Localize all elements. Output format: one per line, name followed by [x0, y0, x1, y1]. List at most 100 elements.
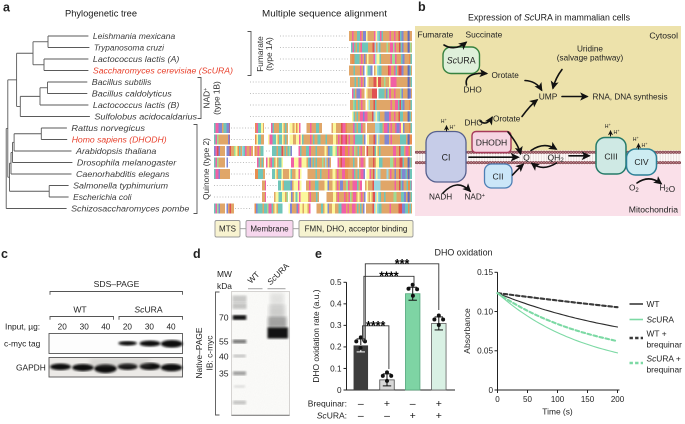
svg-text:Schizosaccharomyces pombe: Schizosaccharomyces pombe [71, 204, 189, 214]
svg-text:0.2: 0.2 [330, 343, 342, 352]
svg-text:70: 70 [219, 313, 229, 323]
svg-text:Membrane: Membrane [250, 224, 289, 233]
svg-text:CIII: CIII [604, 152, 617, 162]
svg-text:ScURA +: ScURA + [647, 354, 681, 364]
svg-text:Q: Q [523, 153, 530, 163]
svg-text:Saccharomyces cerevisiae (ScUR: Saccharomyces cerevisiae (ScURA) [93, 66, 233, 76]
svg-text:CII: CII [493, 172, 504, 182]
svg-text:Fumarate: Fumarate [418, 30, 454, 40]
svg-text:WT: WT [73, 305, 87, 315]
svg-text:WT: WT [647, 299, 660, 309]
svg-text:c: c [1, 247, 8, 261]
svg-text:NADH: NADH [429, 193, 452, 202]
svg-text:(type 1B): (type 1B) [212, 81, 222, 115]
svg-text:DHO: DHO [464, 86, 482, 95]
svg-text:55: 55 [219, 337, 229, 347]
svg-text:UMP: UMP [539, 92, 558, 102]
svg-text:ScURA: ScURA [447, 56, 476, 66]
svg-text:30: 30 [145, 323, 155, 332]
svg-text:Native–PAGE: Native–PAGE [194, 327, 204, 378]
svg-text:Salmonella typhimurium: Salmonella typhimurium [73, 181, 168, 191]
svg-text:Lactococcus lactis (B): Lactococcus lactis (B) [93, 100, 180, 110]
svg-text:0: 0 [337, 386, 342, 395]
svg-text:Uridine: Uridine [577, 45, 603, 54]
svg-text:Expression of ScURA in mammali: Expression of ScURA in mammalian cells [468, 13, 631, 23]
svg-text:brequinar: brequinar [647, 365, 683, 375]
svg-text:Leishmania mexicana: Leishmania mexicana [93, 31, 175, 41]
svg-text:***: *** [395, 257, 410, 271]
svg-text:0.15: 0.15 [477, 268, 493, 277]
svg-text:Bacillus caldolyticus: Bacillus caldolyticus [92, 89, 173, 99]
svg-text:Lactococcus lactis (A): Lactococcus lactis (A) [93, 54, 180, 64]
svg-text:150: 150 [581, 395, 595, 404]
svg-text:–: – [384, 410, 390, 419]
svg-text:GAPDH: GAPDH [16, 363, 46, 373]
svg-text:Homo sapiens (DHODH): Homo sapiens (DHODH) [72, 135, 167, 145]
svg-text:20: 20 [58, 323, 68, 332]
svg-text:Brequinar:: Brequinar: [308, 398, 347, 408]
svg-text:0.10: 0.10 [477, 307, 493, 316]
svg-text:20: 20 [123, 323, 133, 332]
svg-text:+: + [436, 410, 442, 419]
svg-text:IB: c-myc: IB: c-myc [205, 336, 215, 371]
svg-text:Cytosol: Cytosol [649, 31, 678, 41]
svg-text:+: + [436, 398, 442, 410]
svg-text:Sulfolobus acidocaldarius: Sulfolobus acidocaldarius [94, 112, 197, 122]
svg-text:50: 50 [523, 395, 532, 404]
svg-text:e: e [315, 247, 322, 261]
svg-text:Multiple sequence alignment: Multiple sequence alignment [262, 9, 388, 19]
svg-text:–: – [358, 398, 364, 410]
svg-text:ScURA: ScURA [134, 305, 162, 315]
svg-text:Orotate: Orotate [493, 115, 521, 124]
svg-text:0.3: 0.3 [330, 321, 342, 330]
svg-text:0: 0 [495, 395, 500, 404]
svg-text:Trypanosoma cruzi: Trypanosoma cruzi [94, 43, 165, 53]
svg-text:35: 35 [219, 369, 229, 379]
svg-text:Drosophila melanogaster: Drosophila melanogaster [77, 158, 177, 168]
svg-text:+: + [384, 398, 390, 410]
svg-text:CIV: CIV [634, 157, 649, 167]
svg-text:****: **** [366, 319, 386, 333]
svg-text:RNA, DNA synthesis: RNA, DNA synthesis [593, 93, 668, 102]
svg-text:+: + [410, 410, 416, 419]
svg-text:Phylogenetic tree: Phylogenetic tree [65, 9, 137, 19]
svg-text:kDa: kDa [217, 281, 232, 291]
svg-text:0.5: 0.5 [330, 278, 342, 287]
svg-text:d: d [193, 247, 201, 261]
svg-text:****: **** [379, 269, 399, 283]
svg-text:30: 30 [80, 323, 90, 332]
svg-text:a: a [3, 1, 11, 15]
svg-text:FMN, DHO, acceptor binding: FMN, DHO, acceptor binding [305, 224, 408, 233]
svg-text:Absorbance: Absorbance [462, 308, 472, 354]
svg-text:b: b [418, 0, 426, 14]
svg-text:(salvage pathway): (salvage pathway) [557, 54, 624, 63]
svg-text:CI: CI [442, 153, 451, 163]
svg-text:0.1: 0.1 [330, 364, 342, 373]
svg-text:DHO: DHO [465, 119, 483, 128]
svg-text:Mitochondria: Mitochondria [629, 205, 678, 215]
svg-text:ScURA: ScURA [647, 315, 675, 325]
svg-text:100: 100 [551, 395, 565, 404]
svg-text:40: 40 [166, 323, 176, 332]
svg-text:Quinone (type 2): Quinone (type 2) [201, 138, 211, 200]
svg-text:–: – [358, 410, 364, 419]
svg-text:40: 40 [101, 323, 111, 332]
svg-text:DHO oxidation rate (a.u.): DHO oxidation rate (a.u.) [311, 289, 321, 382]
svg-text:brequinar: brequinar [647, 340, 683, 350]
svg-text:SDS–PAGE: SDS–PAGE [94, 279, 140, 289]
svg-text:40: 40 [219, 352, 229, 362]
svg-text:ScURA:: ScURA: [317, 410, 347, 419]
svg-text:200: 200 [611, 395, 625, 404]
svg-text:0.4: 0.4 [330, 300, 342, 309]
svg-text:DHO oxidation: DHO oxidation [435, 248, 493, 258]
svg-text:Caenorhabditis elegans: Caenorhabditis elegans [76, 169, 170, 179]
svg-text:Succinate: Succinate [466, 30, 503, 40]
svg-text:–: – [410, 398, 416, 410]
svg-text:DHODH: DHODH [476, 138, 508, 148]
svg-text:0.05: 0.05 [477, 347, 493, 356]
svg-text:c-myc tag: c-myc tag [4, 339, 41, 349]
svg-text:Escherichia coli: Escherichia coli [73, 192, 132, 202]
svg-text:Orotate: Orotate [492, 71, 520, 80]
svg-text:MTS: MTS [219, 224, 236, 233]
svg-text:0: 0 [488, 386, 493, 395]
